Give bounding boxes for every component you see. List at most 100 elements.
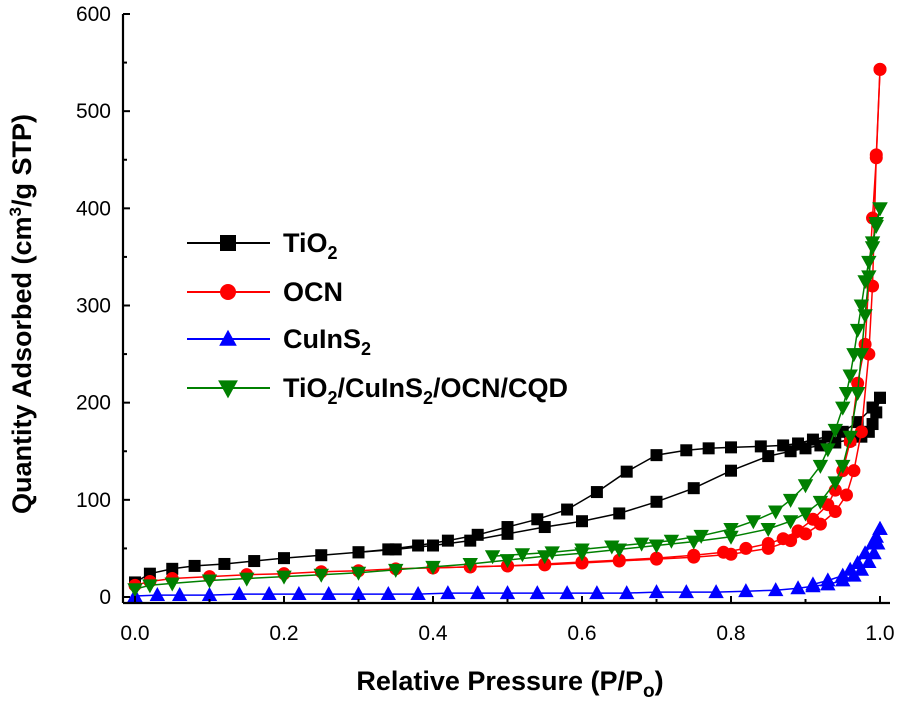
data-point: [745, 515, 762, 530]
data-point: [762, 450, 775, 463]
data-point: [613, 507, 626, 520]
legend-label: CuInS2: [283, 324, 371, 359]
data-point: [590, 486, 603, 499]
data-point: [612, 553, 626, 567]
data-point: [425, 560, 441, 575]
data-point: [650, 551, 663, 565]
series-3: [127, 520, 888, 602]
data-point: [276, 570, 292, 585]
data-point: [315, 549, 328, 562]
data-point: [872, 202, 888, 217]
data-point: [782, 515, 799, 530]
data-point: [739, 541, 753, 555]
data-point: [321, 586, 337, 601]
data-point: [166, 562, 179, 575]
data-point: [792, 437, 805, 450]
data-point: [854, 425, 868, 439]
data-point: [768, 582, 784, 597]
data-point: [687, 548, 701, 562]
data-point: [847, 464, 861, 478]
legend-label: TiO2: [283, 228, 338, 263]
series-4: [127, 202, 888, 598]
data-point: [350, 566, 367, 581]
data-point: [851, 416, 864, 429]
data-point: [725, 441, 737, 454]
data-point: [853, 299, 870, 314]
data-point: [851, 376, 865, 390]
data-point: [440, 585, 456, 600]
data-point: [678, 584, 694, 599]
y-axis-title: Quantity Adsorbed (cm3/g STP): [6, 114, 37, 514]
data-point: [529, 585, 545, 600]
data-point: [218, 557, 231, 570]
y-tick-label: 400: [76, 197, 111, 220]
x-tick-label: 0.4: [418, 622, 448, 645]
data-point: [846, 348, 862, 363]
data-point: [806, 512, 820, 526]
data-point: [619, 585, 635, 600]
data-point: [686, 535, 702, 550]
data-point: [462, 558, 478, 573]
data-point: [484, 550, 501, 565]
data-point: [693, 529, 709, 544]
data-point: [820, 443, 836, 458]
adsorption-line: [134, 69, 881, 587]
data-point: [687, 482, 700, 495]
legend-label: OCN: [283, 277, 343, 307]
data-point: [149, 587, 166, 602]
data-point: [142, 579, 158, 594]
data-point: [248, 555, 261, 568]
data-point: [842, 561, 858, 576]
data-point: [561, 503, 574, 516]
y-tick-label: 500: [76, 100, 111, 123]
data-point: [261, 586, 277, 601]
y-tick-label: 100: [76, 489, 111, 512]
data-point: [776, 532, 790, 546]
data-point: [782, 493, 799, 508]
data-point: [499, 585, 516, 600]
data-point: [723, 530, 739, 545]
data-point: [874, 391, 886, 404]
data-point: [350, 586, 367, 601]
x-axis-title: Relative Pressure (P/Po): [356, 666, 663, 702]
data-point: [861, 553, 877, 568]
data-point: [650, 495, 663, 508]
data-point: [812, 495, 829, 510]
data-point: [380, 586, 396, 601]
data-point: [559, 585, 575, 600]
data-point: [838, 387, 855, 401]
x-tick-label: 0.2: [269, 622, 298, 645]
x-tick-label: 1.0: [865, 622, 894, 645]
data-point: [239, 572, 255, 587]
y-tick-label: 600: [76, 3, 111, 26]
data-point: [188, 559, 201, 572]
series-layer: [127, 62, 888, 602]
data-point: [812, 459, 829, 474]
data-point: [231, 586, 247, 601]
data-point: [471, 528, 484, 541]
data-point: [857, 275, 873, 290]
ticks: 0.0 0.2 0.4 0.6 0.8 1.0 0 100 200 300 400 500 600: [76, 3, 895, 645]
data-point: [791, 524, 805, 538]
data-point: [806, 433, 819, 446]
data-point: [835, 401, 851, 416]
legend-marker: [220, 284, 236, 300]
data-point: [514, 548, 531, 563]
data-point: [648, 584, 665, 599]
data-point: [127, 583, 143, 598]
data-point: [313, 568, 329, 583]
legend-marker: [220, 235, 236, 251]
data-point: [717, 545, 731, 559]
data-point: [382, 543, 395, 556]
data-point: [857, 545, 873, 560]
data-point: [531, 513, 544, 526]
data-point: [680, 444, 693, 457]
data-point: [797, 507, 814, 522]
data-point: [291, 586, 307, 601]
data-point: [589, 585, 605, 600]
data-point: [869, 151, 883, 165]
legend-item-3: CuInS2: [187, 324, 371, 359]
data-point: [864, 236, 881, 251]
y-tick-label: 300: [76, 295, 111, 318]
